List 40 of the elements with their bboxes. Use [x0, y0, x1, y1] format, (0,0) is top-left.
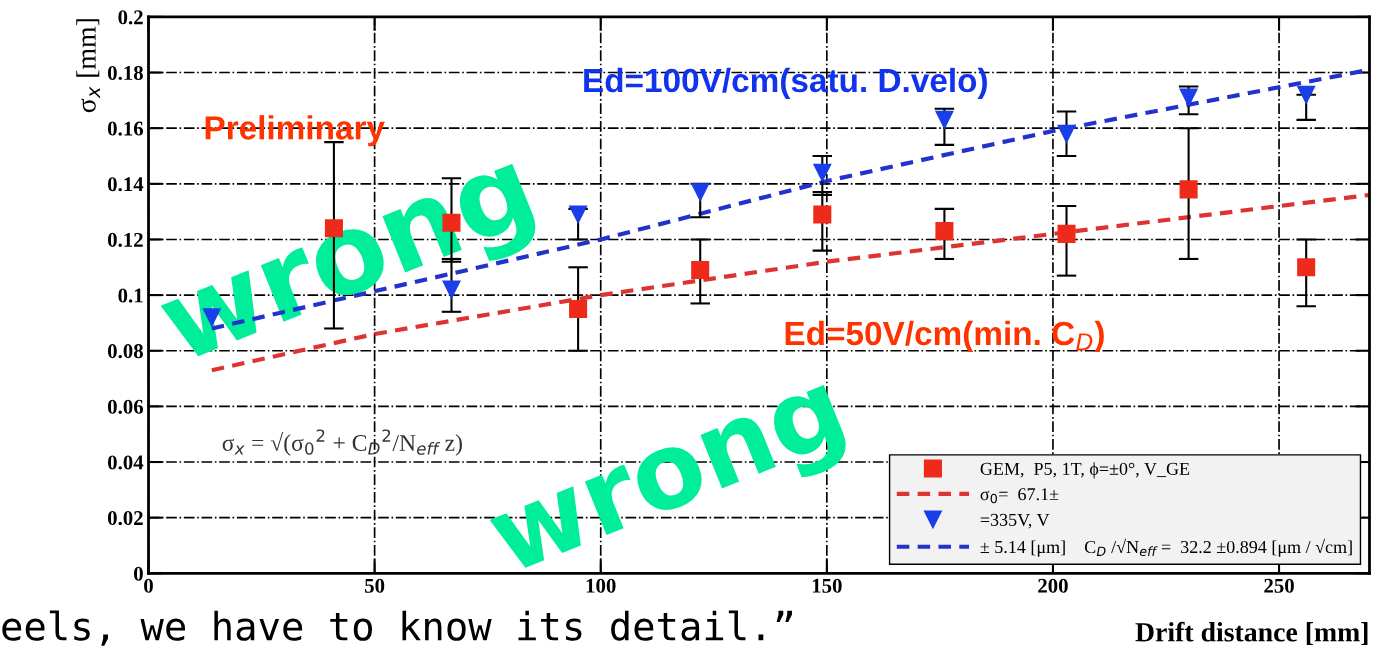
- x-tick-label: 250: [1264, 578, 1294, 593]
- point: [569, 205, 588, 224]
- point: [935, 110, 954, 129]
- point: [691, 261, 710, 280]
- annotation: Ed=50V/cm(min. C$_{D}$): [785, 320, 1104, 352]
- y-tick-label: 0.18: [107, 65, 143, 81]
- y-tick-label: 0.08: [107, 344, 143, 359]
- x-tick-label: 100: [586, 578, 616, 593]
- y-tick-label: 0.16: [107, 121, 144, 136]
- legend-label: GEM, P5, 1T, ϕ=±0°, V_GE: [980, 462, 1190, 479]
- point: [935, 222, 954, 241]
- legend-label: σ$_{0}$= 67.1±: [980, 488, 1059, 504]
- point: [813, 163, 832, 182]
- point: [1057, 124, 1076, 143]
- point: [569, 299, 588, 319]
- y-tick-label: 0: [134, 566, 143, 581]
- point: [1297, 85, 1316, 104]
- annotation: Ed=100V/cm(satu. D.velo): [584, 67, 987, 99]
- point: [1179, 88, 1198, 107]
- point: [813, 205, 832, 224]
- point: [691, 183, 710, 202]
- y-tick-label: 0.1: [118, 288, 143, 303]
- legend-label: ± 5.14 [μm] C$_{D}$ /√N$_{eff}$ = 32.2 ±0.894 [μm / √cm]: [980, 538, 1352, 557]
- y-tick-label: 0.04: [107, 455, 144, 470]
- x-tick-label: 50: [365, 578, 385, 593]
- y-tick-label: 0.02: [107, 511, 143, 526]
- text: σ$_{x}$ = √(σ$_{0}$$^{2}$ + C$_{D}$$^{2}$/N$_{eff}$ z): [222, 429, 462, 456]
- y-tick-label: 0.14: [107, 177, 144, 192]
- legend-label: =335V, V: [980, 513, 1050, 529]
- y-axis-title: σ$_{x}$ [mm]: [76, 19, 101, 113]
- point: [1057, 224, 1076, 243]
- point: [1179, 180, 1198, 199]
- text: eels, we have to know its detail.”: [2, 610, 792, 646]
- x-tick-label: 200: [1038, 578, 1068, 593]
- y-tick-label: 0.2: [118, 10, 143, 25]
- y-tick-label: 0.06: [107, 399, 144, 414]
- y-tick-label: 0.12: [107, 232, 143, 247]
- x-tick-label: 150: [812, 578, 842, 593]
- x-axis-title: Drift distance [mm]: [1135, 621, 1368, 646]
- point: [1297, 258, 1316, 277]
